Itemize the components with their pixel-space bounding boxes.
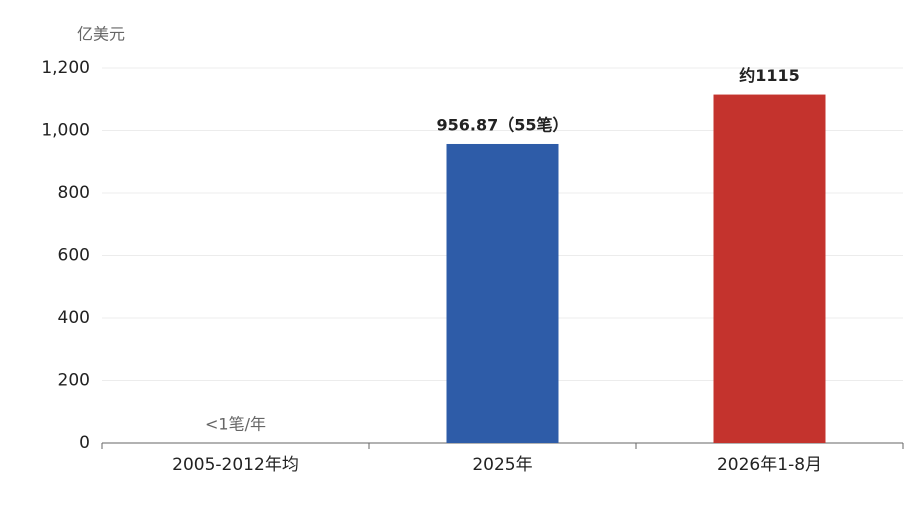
value-label: <1笔/年 [205,415,266,434]
x-tick-label: 2026年1-8月 [717,455,822,475]
x-tick-label: 2025年 [472,455,532,475]
y-tick-label: 0 [79,433,90,453]
x-tick-label: 2005-2012年均 [172,455,299,475]
value-label: 956.87（55笔） [436,115,568,134]
y-unit: 亿美元 [77,25,125,44]
y-tick-label: 1,000 [41,121,90,141]
y-tick-label: 200 [58,371,90,391]
bar [446,143,559,443]
value-label: 约1115 [739,66,800,85]
y-tick-label: 400 [58,308,90,328]
y-tick-label: 1,200 [41,58,90,78]
y-tick-label: 800 [58,183,90,203]
bar [713,94,826,443]
y-tick-label: 600 [58,246,90,266]
